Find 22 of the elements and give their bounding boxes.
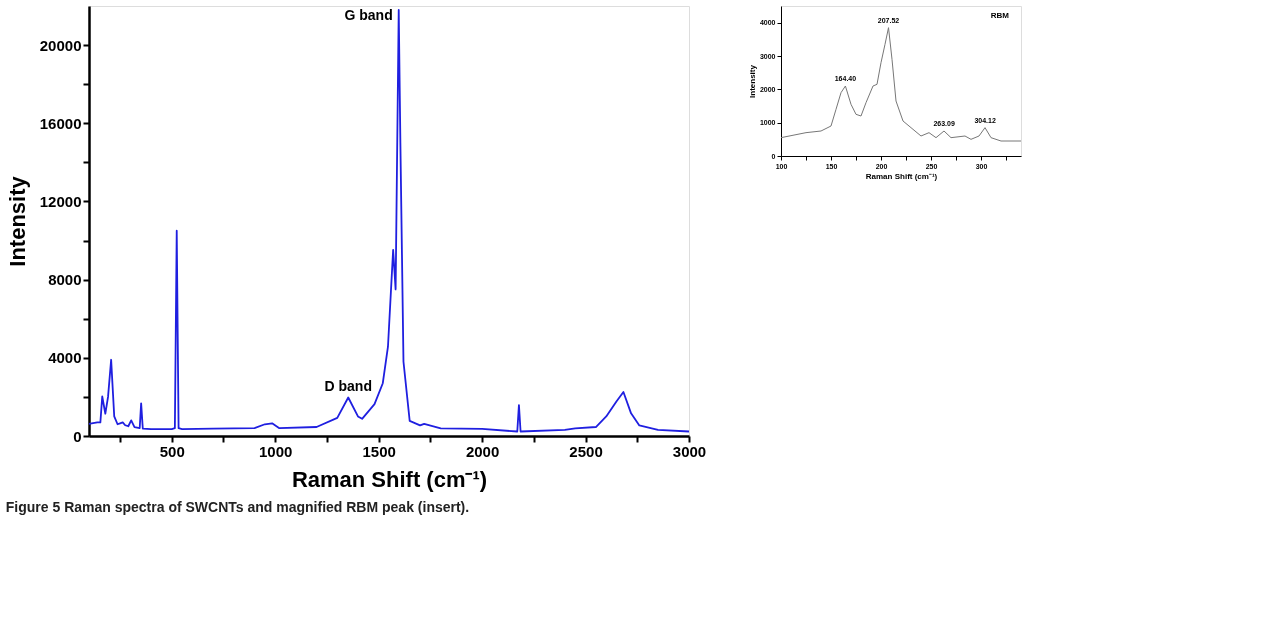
y-axis-title: Intensity [4,175,30,267]
x-tick-label: 1500 [362,442,396,460]
line-series [88,9,690,433]
annotation: D band [324,378,372,395]
x-axis-title: Raman Shift (cm⁻¹) [291,466,488,492]
x-tick-label: 3000 [672,442,707,460]
y-tick-label: 12000 [39,192,82,210]
annotation: RBM [990,11,1010,20]
x-tick-label: 500 [159,442,185,460]
annotation: G band [344,6,393,23]
caption: Figure 5 Raman spectra of SWCNTs and magnified RBM peak (insert). [5,498,470,515]
x-tick-label: 1000 [259,442,293,460]
y-tick-label: 20000 [39,36,82,54]
y-tick-label: 16000 [39,114,82,132]
x-tick-label: 2000 [465,442,500,460]
y-tick-label: 8000 [48,271,82,289]
x-tick-label: 2500 [569,442,603,460]
y-axis-title: Intensity [747,64,757,98]
line-series [780,27,1022,142]
y-tick-label: 4000 [48,349,82,367]
x-axis-title: Raman Shift (cm⁻¹) [865,171,938,181]
y-tick-label: 0 [73,427,82,445]
